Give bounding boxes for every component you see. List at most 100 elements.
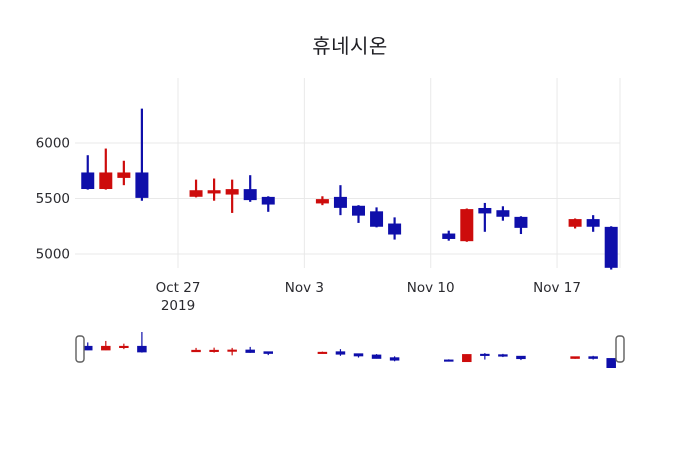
candle[interactable] <box>442 230 456 241</box>
candle[interactable] <box>606 358 616 369</box>
candle-body <box>480 353 490 356</box>
x-axis-labels: Oct 27 2019 Nov 3 Nov 10 Nov 17 <box>156 280 581 314</box>
candle[interactable] <box>352 205 365 223</box>
candle[interactable] <box>261 196 275 212</box>
candle[interactable] <box>315 196 329 206</box>
candle[interactable] <box>570 356 580 359</box>
candle[interactable] <box>370 207 384 228</box>
candle-body <box>586 219 600 227</box>
candle[interactable] <box>101 340 111 351</box>
candle-body <box>83 345 93 351</box>
candle-body <box>496 210 510 217</box>
candle[interactable] <box>189 179 203 198</box>
candle-body <box>514 216 528 228</box>
candle-body <box>81 172 95 190</box>
candle[interactable] <box>243 175 257 202</box>
candle-body <box>371 354 382 359</box>
candle[interactable] <box>389 356 400 362</box>
candle[interactable] <box>335 349 346 356</box>
y-tick-label: 5500 <box>36 191 70 207</box>
candle-body <box>333 196 347 208</box>
x-tick-label: Oct 27 <box>156 280 201 296</box>
candle[interactable] <box>333 185 347 216</box>
x-tick-label: Nov 10 <box>407 280 455 296</box>
candle-body <box>516 355 526 360</box>
candle[interactable] <box>227 347 237 356</box>
candle-body <box>99 172 113 190</box>
candle-body <box>604 226 618 268</box>
candle[interactable] <box>588 355 598 360</box>
candle-body <box>462 354 472 363</box>
candle-body <box>243 189 257 201</box>
candle[interactable] <box>225 179 239 213</box>
rangeslider-handle-left[interactable] <box>75 335 85 363</box>
candle[interactable] <box>137 332 147 353</box>
candle[interactable] <box>604 226 618 270</box>
candle[interactable] <box>209 347 219 353</box>
main-plot[interactable] <box>81 108 618 270</box>
candle-body <box>335 351 346 355</box>
candle[interactable] <box>317 351 328 354</box>
candle-body <box>568 219 582 227</box>
candle[interactable] <box>444 359 454 362</box>
candle[interactable] <box>119 343 129 350</box>
candle-body <box>352 205 365 216</box>
candle-body <box>119 345 129 348</box>
candle-body <box>606 358 616 369</box>
rangeslider-handle-right[interactable] <box>615 335 625 363</box>
candle-body <box>498 354 508 357</box>
candle-body <box>389 357 400 361</box>
candle-body <box>444 359 454 362</box>
candle[interactable] <box>496 206 510 221</box>
candle[interactable] <box>207 178 221 201</box>
candle[interactable] <box>480 353 490 360</box>
gridlines <box>75 78 621 268</box>
candle[interactable] <box>117 160 131 186</box>
candle-body <box>101 345 111 351</box>
candle[interactable] <box>514 216 528 235</box>
candle-body <box>117 172 131 178</box>
candle-body <box>388 223 402 235</box>
y-tick-label: 5000 <box>36 247 70 263</box>
candle[interactable] <box>498 353 508 358</box>
candle-body <box>588 356 598 359</box>
candle-body <box>317 351 328 354</box>
candle[interactable] <box>516 355 526 361</box>
candle[interactable] <box>99 148 113 190</box>
candle-body <box>263 351 273 354</box>
candle[interactable] <box>460 208 474 242</box>
candle[interactable] <box>462 354 472 363</box>
candle-body <box>245 349 255 353</box>
candle-body <box>478 207 492 214</box>
candle-body <box>261 196 275 205</box>
candle-body <box>353 353 364 357</box>
candle[interactable] <box>245 346 255 353</box>
candle-body <box>370 211 384 227</box>
candle[interactable] <box>478 202 492 232</box>
candle-body <box>137 345 147 353</box>
candle[interactable] <box>353 353 364 358</box>
candle[interactable] <box>371 354 382 359</box>
candle-body <box>189 190 203 197</box>
x-tick-label: Nov 3 <box>285 280 324 296</box>
candle[interactable] <box>81 155 95 190</box>
chart-title: 휴네시온 <box>312 34 388 58</box>
candle-body <box>315 199 329 204</box>
candle[interactable] <box>191 347 201 353</box>
candle-body <box>460 209 474 242</box>
candle[interactable] <box>263 351 273 356</box>
candle-body <box>570 356 580 359</box>
candle-body <box>207 190 221 194</box>
candle[interactable] <box>135 108 149 201</box>
candle[interactable] <box>586 215 600 232</box>
candle-body <box>225 189 239 195</box>
x-tick-label: Nov 17 <box>533 280 581 296</box>
candle[interactable] <box>568 218 582 229</box>
candle-body <box>442 233 456 239</box>
rangeslider[interactable] <box>75 332 625 369</box>
candle[interactable] <box>83 342 93 351</box>
candle[interactable] <box>388 217 402 240</box>
candle-body <box>135 172 149 198</box>
y-axis-labels: 5000 5500 6000 <box>36 136 70 263</box>
